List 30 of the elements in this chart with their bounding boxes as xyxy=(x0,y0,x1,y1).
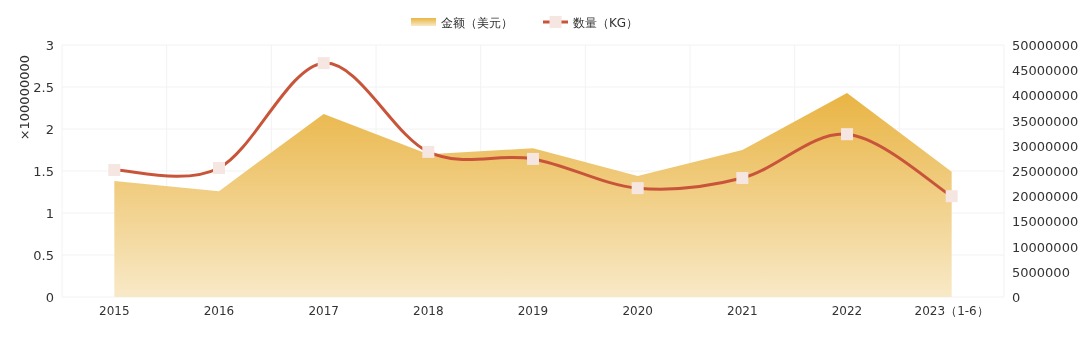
y2-tick-label: 40000000 xyxy=(1012,88,1079,104)
y2-tick-label: 50000000 xyxy=(1012,38,1079,53)
y-tick-label: 2.5 xyxy=(33,80,54,95)
x-tick-label: 2021 xyxy=(727,304,758,318)
x-tick-label: 2015 xyxy=(99,304,130,318)
y2-tick-label: 30000000 xyxy=(1012,138,1079,154)
y-tick-label: 1 xyxy=(45,206,54,221)
legend-label: 数量（KG） xyxy=(573,15,639,30)
y2-tick-label: 15000000 xyxy=(1012,214,1079,230)
y2-tick-label: 35000000 xyxy=(1012,113,1079,129)
y-axis-title: ×100000000 xyxy=(17,55,32,141)
y2-tick-label: 10000000 xyxy=(1012,239,1079,255)
y-tick-label: 0 xyxy=(45,290,54,305)
y2-tick-label: 25000000 xyxy=(1012,164,1079,179)
x-tick-label: 2020 xyxy=(622,304,653,318)
legend-label: 金额（美元） xyxy=(441,15,513,30)
y-tick-label: 2 xyxy=(45,122,54,137)
y2-tick-label: 5000000 xyxy=(1012,264,1070,280)
x-tick-label: 2018 xyxy=(413,304,444,318)
y-tick-label: 0.5 xyxy=(33,248,54,263)
y-tick-label: 3 xyxy=(45,38,54,53)
y-tick-label: 1.5 xyxy=(33,164,54,179)
x-tick-label: 2019 xyxy=(517,304,549,318)
y2-tick-label: 0 xyxy=(1012,290,1021,305)
x-tick-label: 2017 xyxy=(308,304,339,318)
y2-tick-label: 20000000 xyxy=(1012,189,1079,205)
y2-tick-label: 45000000 xyxy=(1012,63,1079,79)
x-tick-label: 2022 xyxy=(831,304,863,318)
x-tick-label: 2023（1-6） xyxy=(914,304,989,318)
x-tick-label: 2016 xyxy=(203,304,235,318)
